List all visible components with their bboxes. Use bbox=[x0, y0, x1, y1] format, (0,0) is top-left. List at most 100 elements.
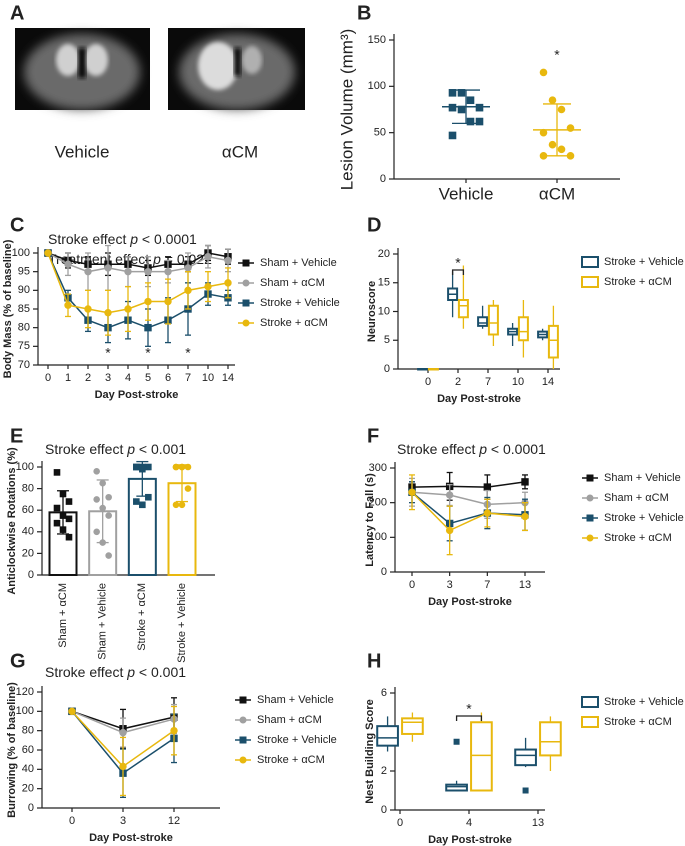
marker bbox=[68, 707, 76, 716]
significance-label: * bbox=[105, 345, 111, 361]
x-tick-label: αCM bbox=[539, 184, 575, 203]
x-tick-label: 13 bbox=[519, 579, 531, 591]
annotation: Stroke effect p < 0.0001 bbox=[397, 441, 546, 457]
image-label: αCM bbox=[222, 142, 258, 161]
marker bbox=[133, 498, 140, 505]
x-axis-label: Day Post-stroke bbox=[437, 393, 521, 405]
marker bbox=[59, 490, 67, 498]
x-tick-label: Vehicle bbox=[439, 184, 494, 203]
series-line bbox=[47, 252, 229, 273]
y-tick-label: 0 bbox=[28, 802, 34, 814]
marker bbox=[99, 479, 106, 487]
marker bbox=[475, 117, 484, 126]
marker bbox=[586, 474, 594, 482]
marker bbox=[445, 491, 454, 499]
marker bbox=[64, 260, 72, 268]
marker bbox=[105, 493, 112, 501]
x-tick-label: 12 bbox=[168, 815, 180, 827]
legend-label: Stroke + αCM bbox=[604, 716, 672, 728]
x-tick-label: 2 bbox=[455, 376, 461, 388]
y-tick-label: 0 bbox=[381, 566, 387, 578]
y-tick-label: 15 bbox=[378, 277, 390, 289]
legend-label: Sham + αCM bbox=[604, 492, 669, 504]
marker bbox=[133, 463, 140, 471]
box bbox=[470, 721, 493, 792]
marker bbox=[164, 297, 172, 306]
marker bbox=[242, 299, 250, 307]
box bbox=[376, 725, 399, 747]
box bbox=[547, 324, 559, 359]
marker bbox=[65, 498, 73, 505]
x-tick-label: Sham + αCM bbox=[57, 583, 69, 648]
y-tick-label: 100 bbox=[369, 531, 387, 543]
annotation-part: p bbox=[478, 441, 487, 457]
x-tick-label: 13 bbox=[532, 817, 544, 829]
x-tick-label: 0 bbox=[409, 579, 415, 591]
series-line bbox=[411, 491, 526, 506]
marker bbox=[99, 539, 106, 546]
y-tick-label: 300 bbox=[369, 462, 387, 474]
marker bbox=[184, 485, 192, 492]
x-tick-label: 7 bbox=[185, 372, 191, 384]
legend-swatch bbox=[581, 716, 599, 728]
x-tick-label: 0 bbox=[69, 815, 75, 827]
panel-letter: G bbox=[10, 650, 26, 672]
annotation-part: < 0.0001 bbox=[138, 231, 197, 247]
x-tick-label: 3 bbox=[105, 372, 111, 384]
marker bbox=[178, 501, 186, 509]
y-tick-label: 60 bbox=[22, 504, 34, 516]
marker bbox=[172, 463, 180, 471]
series-line bbox=[411, 491, 526, 532]
y-axis-label: Anticlockwise Rotations (%) bbox=[6, 447, 18, 595]
x-tick-label: 10 bbox=[202, 372, 214, 384]
marker bbox=[104, 309, 112, 317]
x-tick-label: 3 bbox=[120, 815, 126, 827]
y-tick-label: 80 bbox=[22, 725, 34, 737]
y-tick-label: 6 bbox=[381, 687, 387, 699]
marker bbox=[145, 493, 152, 501]
y-tick-label: 20 bbox=[22, 783, 34, 795]
marker bbox=[224, 279, 232, 287]
significance-bracket bbox=[451, 269, 465, 275]
annotation-part: p bbox=[126, 664, 135, 680]
marker bbox=[93, 528, 100, 536]
x-axis-label: Day Post-stroke bbox=[428, 596, 512, 608]
marker bbox=[224, 256, 232, 265]
x-tick-label: 10 bbox=[512, 376, 524, 388]
marker bbox=[204, 253, 212, 261]
marker bbox=[184, 286, 192, 295]
y-tick-label: 70 bbox=[18, 359, 30, 371]
legend-label: Sham + αCM bbox=[260, 277, 325, 289]
annotation-part: Stroke effect bbox=[45, 441, 127, 457]
marker bbox=[204, 282, 212, 291]
annotation-part: p bbox=[129, 231, 138, 247]
series-line bbox=[411, 481, 526, 488]
marker bbox=[124, 267, 132, 276]
marker bbox=[93, 496, 100, 503]
x-tick-label: 7 bbox=[484, 579, 490, 591]
significance-label: * bbox=[145, 345, 151, 361]
legend-swatch bbox=[581, 276, 599, 288]
y-tick-label: 75 bbox=[18, 340, 30, 352]
annotation: Stroke effect p < 0.0001 bbox=[48, 231, 197, 247]
marker bbox=[242, 259, 250, 267]
legend-label: Stroke + Vehicle bbox=[257, 734, 337, 746]
box bbox=[539, 721, 562, 757]
marker bbox=[557, 105, 566, 114]
y-axis-label: Burrowing (% of baseline) bbox=[6, 682, 18, 818]
mri-vehicle bbox=[15, 28, 150, 110]
marker bbox=[99, 504, 106, 512]
marker bbox=[105, 512, 112, 519]
panel-letter: A bbox=[10, 2, 24, 24]
marker bbox=[59, 512, 67, 519]
marker bbox=[475, 103, 484, 112]
legend-label: Stroke + αCM bbox=[604, 532, 672, 544]
marker bbox=[64, 301, 72, 309]
x-tick-label: 0 bbox=[425, 376, 431, 388]
x-tick-label: 7 bbox=[485, 376, 491, 388]
annotation-part: p bbox=[126, 441, 135, 457]
series-line bbox=[47, 252, 229, 269]
legend-label: Sham + Vehicle bbox=[604, 472, 681, 484]
marker bbox=[145, 463, 152, 471]
marker bbox=[239, 716, 247, 724]
